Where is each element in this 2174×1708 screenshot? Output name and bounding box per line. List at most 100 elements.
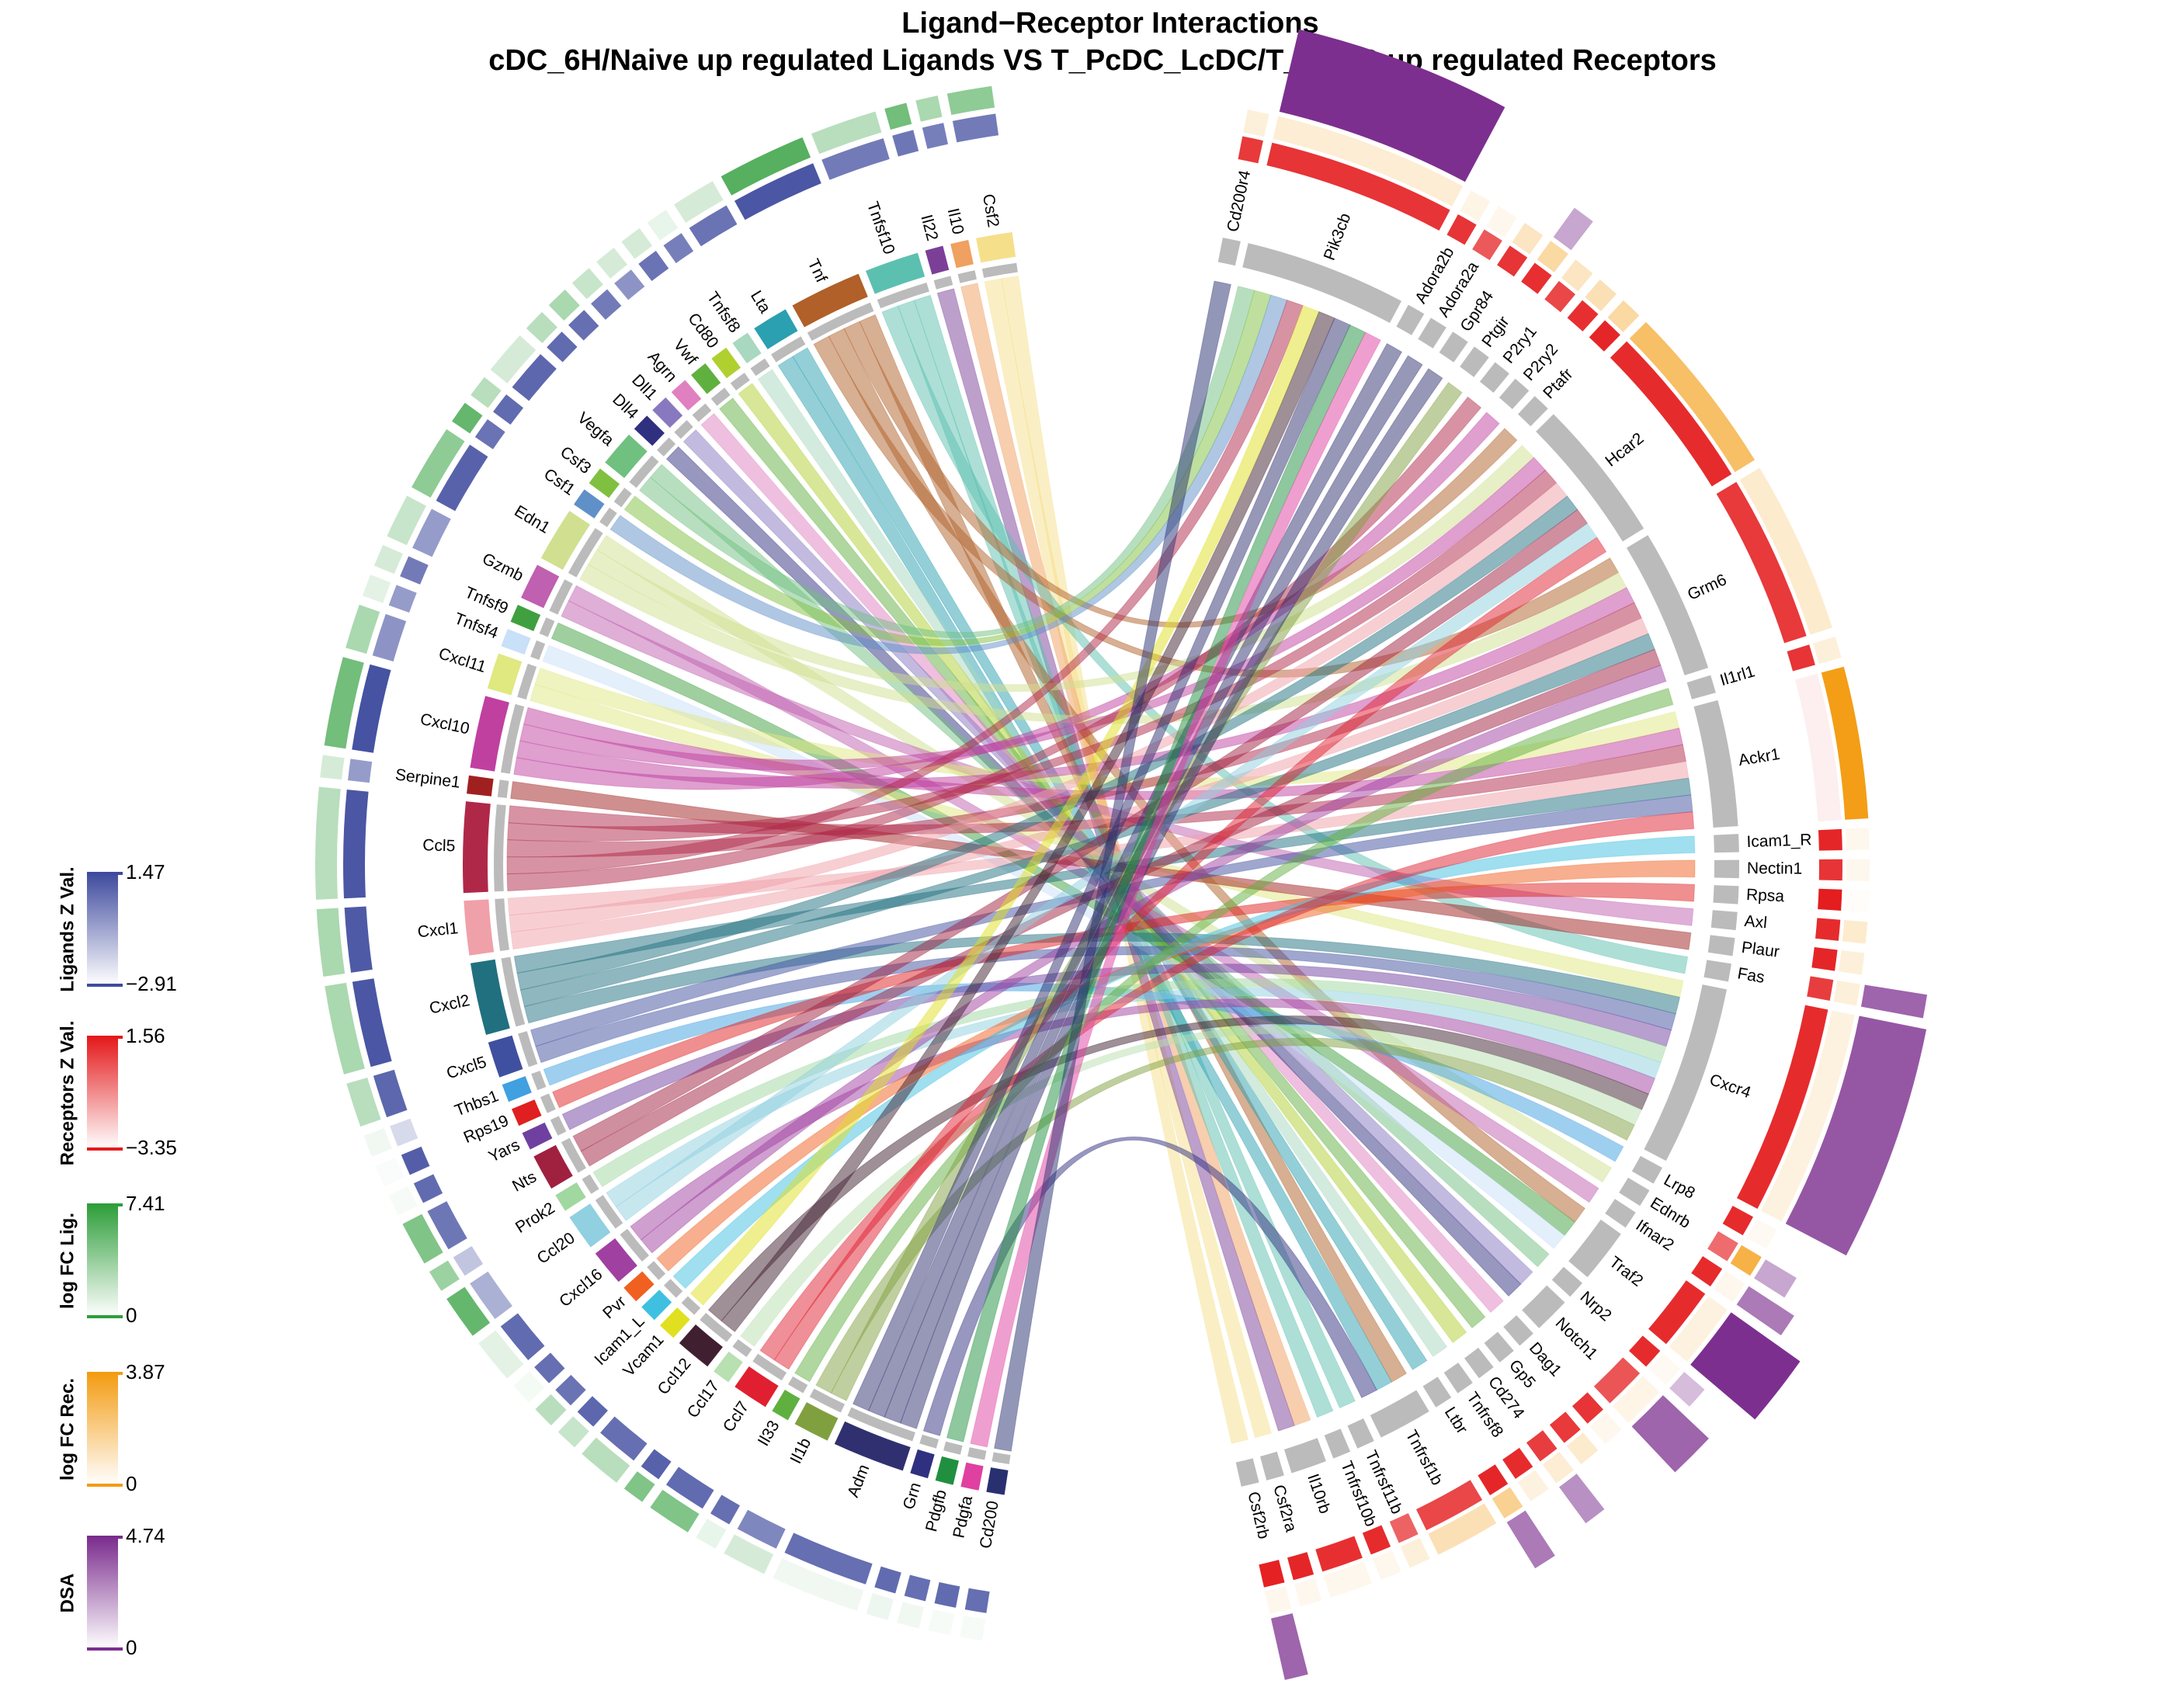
ligand-sector: [502, 1076, 532, 1102]
legend-bar: [87, 1037, 118, 1149]
sector-label: Axl: [1744, 912, 1768, 932]
receptor-sector: [1464, 1347, 1494, 1379]
receptor-zval: [1629, 1335, 1661, 1367]
sector-label: Rpsa: [1746, 886, 1785, 905]
ligand-logfc: [363, 1128, 392, 1157]
sector-label: Cxcl2: [428, 991, 471, 1018]
link: [900, 368, 1443, 1429]
sector-label: Cd200: [977, 1499, 1002, 1550]
ligand-zval: [436, 444, 488, 512]
ligand-sector: [470, 959, 510, 1036]
sector-label: Tnf: [804, 256, 831, 285]
receptor-zval: [1446, 214, 1477, 245]
ligand-inner-track: [732, 1338, 752, 1357]
sector-label: Pik3cb: [1321, 210, 1355, 262]
receptor-zval: [1691, 1255, 1723, 1287]
ligand-inner-track: [657, 437, 676, 457]
ligand-zval: [474, 418, 505, 450]
receptor-zval: [1567, 300, 1599, 332]
ligand-inner-track: [550, 1116, 567, 1136]
sector-label: Dll4: [609, 391, 641, 423]
ligand-sector: [691, 363, 721, 394]
sector-label: Il1rl1: [1718, 662, 1757, 689]
receptor-logfc: [1265, 1586, 1292, 1614]
sector-label: Tnfsf10: [863, 200, 898, 257]
ligand-logfc: [596, 247, 627, 279]
link: [640, 665, 1667, 1254]
receptor-sector: [1439, 332, 1468, 363]
legend-tick-label: 0: [126, 1636, 137, 1659]
ligand-zval: [614, 269, 645, 300]
receptor-logfc: [1566, 1432, 1599, 1465]
legend-title: log FC Rec.: [57, 1378, 78, 1481]
receptor-zval: [1415, 1480, 1483, 1531]
legend-title: DSA: [57, 1574, 78, 1613]
sector-label: Cxcl10: [418, 710, 471, 738]
ligand-inner-track: [847, 1407, 915, 1442]
ligand-sector: [569, 1203, 611, 1248]
ligand-logfc: [513, 1371, 545, 1403]
receptor-sector: [1259, 1451, 1284, 1481]
receptor-logfc: [1428, 1503, 1497, 1555]
ligand-inner-track: [531, 1071, 547, 1091]
sector-label: Ccl5: [422, 836, 456, 855]
sector-label: Pdgfb: [922, 1488, 950, 1533]
ligand-inner-track: [730, 373, 750, 391]
receptor-logfc: [1323, 1561, 1373, 1598]
link: [572, 509, 1589, 1152]
sector-label: Ackr1: [1737, 745, 1781, 769]
receptor-dsa: [1754, 1259, 1797, 1298]
receptor-zval: [1478, 1464, 1509, 1495]
ligand-sector: [772, 1390, 800, 1421]
receptor-logfc: [1607, 300, 1640, 332]
receptor-sector: [1396, 304, 1425, 335]
receptor-sector: [1619, 1177, 1650, 1206]
receptor-sector: [1551, 1266, 1582, 1297]
ligand-zval: [453, 1245, 484, 1276]
receptor-dsa: [1690, 1312, 1801, 1420]
ligand-sector: [935, 1456, 959, 1485]
receptor-zval: [1526, 1430, 1558, 1462]
sector-label: Nts: [509, 1168, 540, 1195]
ligand-logfc: [387, 495, 426, 546]
ligand-zval: [577, 1396, 608, 1427]
ligand-logfc: [674, 181, 724, 223]
links: [506, 275, 1696, 1452]
link: [519, 457, 1547, 771]
link: [852, 318, 1351, 1411]
ligand-inner-track: [771, 336, 806, 363]
ligand-zval: [665, 1467, 714, 1509]
legend-tick-label: 3.87: [126, 1360, 165, 1383]
receptor-sector: [1324, 1429, 1351, 1459]
receptor-dsa: [1785, 1015, 1927, 1256]
ligand-sector: [511, 1099, 542, 1127]
sector-label: Ccl7: [720, 1398, 752, 1435]
ligand-inner-track: [681, 1296, 701, 1315]
ligand-zval: [934, 1581, 960, 1608]
sector-label: Ltbr: [1441, 1404, 1471, 1437]
ligand-inner-track: [582, 1174, 599, 1194]
ligand-zval: [400, 556, 429, 585]
ligand-logfc: [324, 657, 364, 749]
ligand-sector: [976, 231, 1016, 263]
ligand-logfc: [402, 1213, 443, 1264]
ligand-zval: [500, 1313, 545, 1360]
receptor-sector: [1283, 1438, 1326, 1474]
receptor-logfc: [1486, 206, 1517, 238]
link: [509, 482, 1568, 933]
ligand-zval: [373, 1069, 408, 1118]
receptor-dsa: [1270, 1613, 1308, 1680]
ligand-sector: [711, 347, 741, 379]
receptor-sector: [1714, 859, 1740, 879]
sector-label: Adm: [844, 1462, 873, 1500]
ligand-logfc: [647, 210, 679, 241]
legend-tick-label: 0: [126, 1472, 137, 1495]
receptor-dsa: [1553, 207, 1593, 251]
ligand-sector: [463, 801, 491, 894]
ligand-zval: [904, 1574, 931, 1602]
ligand-logfc: [915, 95, 943, 122]
ligand-inner-track: [919, 1434, 939, 1449]
ligand-sector: [589, 468, 620, 498]
ligand-sector: [540, 511, 591, 571]
sector-label: Edn1: [511, 502, 553, 537]
